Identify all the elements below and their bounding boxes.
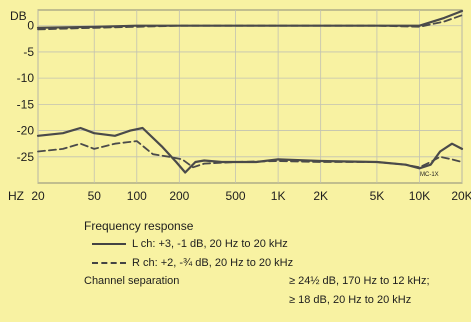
x-tick-label: 1K bbox=[271, 189, 286, 203]
solid-line-swatch bbox=[92, 243, 126, 246]
legend-heading: Frequency response bbox=[84, 219, 194, 233]
legend-right-channel: R ch: +2, -¾ dB, 20 Hz to 20 kHz bbox=[92, 257, 293, 269]
x-tick-label: 10K bbox=[409, 189, 430, 203]
x-tick-labels: 20 50 100 200 500 1K 2K 5K 10K 20K bbox=[31, 189, 471, 203]
x-tick-label: 200 bbox=[169, 189, 189, 203]
x-axis-label: HZ bbox=[8, 189, 24, 203]
channel-separation-value-1: ≥ 24½ dB, 170 Hz to 12 kHz; bbox=[289, 275, 430, 287]
chart-annotation: MC-1X bbox=[420, 172, 439, 178]
y-axis-label: DB bbox=[10, 9, 27, 23]
legend-left-channel-text: L ch: +3, -1 dB, 20 Hz to 20 kHz bbox=[132, 238, 288, 250]
legend-left-channel: L ch: +3, -1 dB, 20 Hz to 20 kHz bbox=[92, 238, 288, 250]
x-tick-label: 20K bbox=[451, 189, 471, 203]
frequency-response-dashed-line bbox=[37, 14, 463, 31]
legend-right-channel-text: R ch: +2, -¾ dB, 20 Hz to 20 kHz bbox=[132, 257, 294, 269]
y-tick-labels: 0 -5 -10 -15 -20 -25 bbox=[17, 19, 35, 164]
separation-solid-line bbox=[36, 126, 464, 174]
y-tick-label: -20 bbox=[17, 124, 35, 138]
frequency-response-solid-line bbox=[36, 9, 464, 29]
x-tick-label: 50 bbox=[88, 189, 102, 203]
y-tick-label: -15 bbox=[17, 97, 35, 111]
x-tick-label: 100 bbox=[127, 189, 147, 203]
y-tick-label: 0 bbox=[27, 19, 34, 33]
y-tick-label: -10 bbox=[17, 71, 35, 85]
y-tick-label: -25 bbox=[17, 150, 35, 164]
channel-separation-label: Channel separation bbox=[84, 275, 180, 287]
x-tick-label: 20 bbox=[31, 189, 45, 203]
x-tick-label: 2K bbox=[313, 189, 328, 203]
chart-series bbox=[36, 9, 464, 174]
x-tick-label: 500 bbox=[226, 189, 246, 203]
x-tick-label: 5K bbox=[370, 189, 385, 203]
dashed-line-swatch bbox=[92, 262, 126, 265]
y-tick-label: -5 bbox=[23, 45, 34, 59]
channel-separation-value-2: ≥ 18 dB, 20 Hz to 20 kHz bbox=[289, 294, 412, 306]
separation-dashed-line bbox=[37, 140, 463, 169]
